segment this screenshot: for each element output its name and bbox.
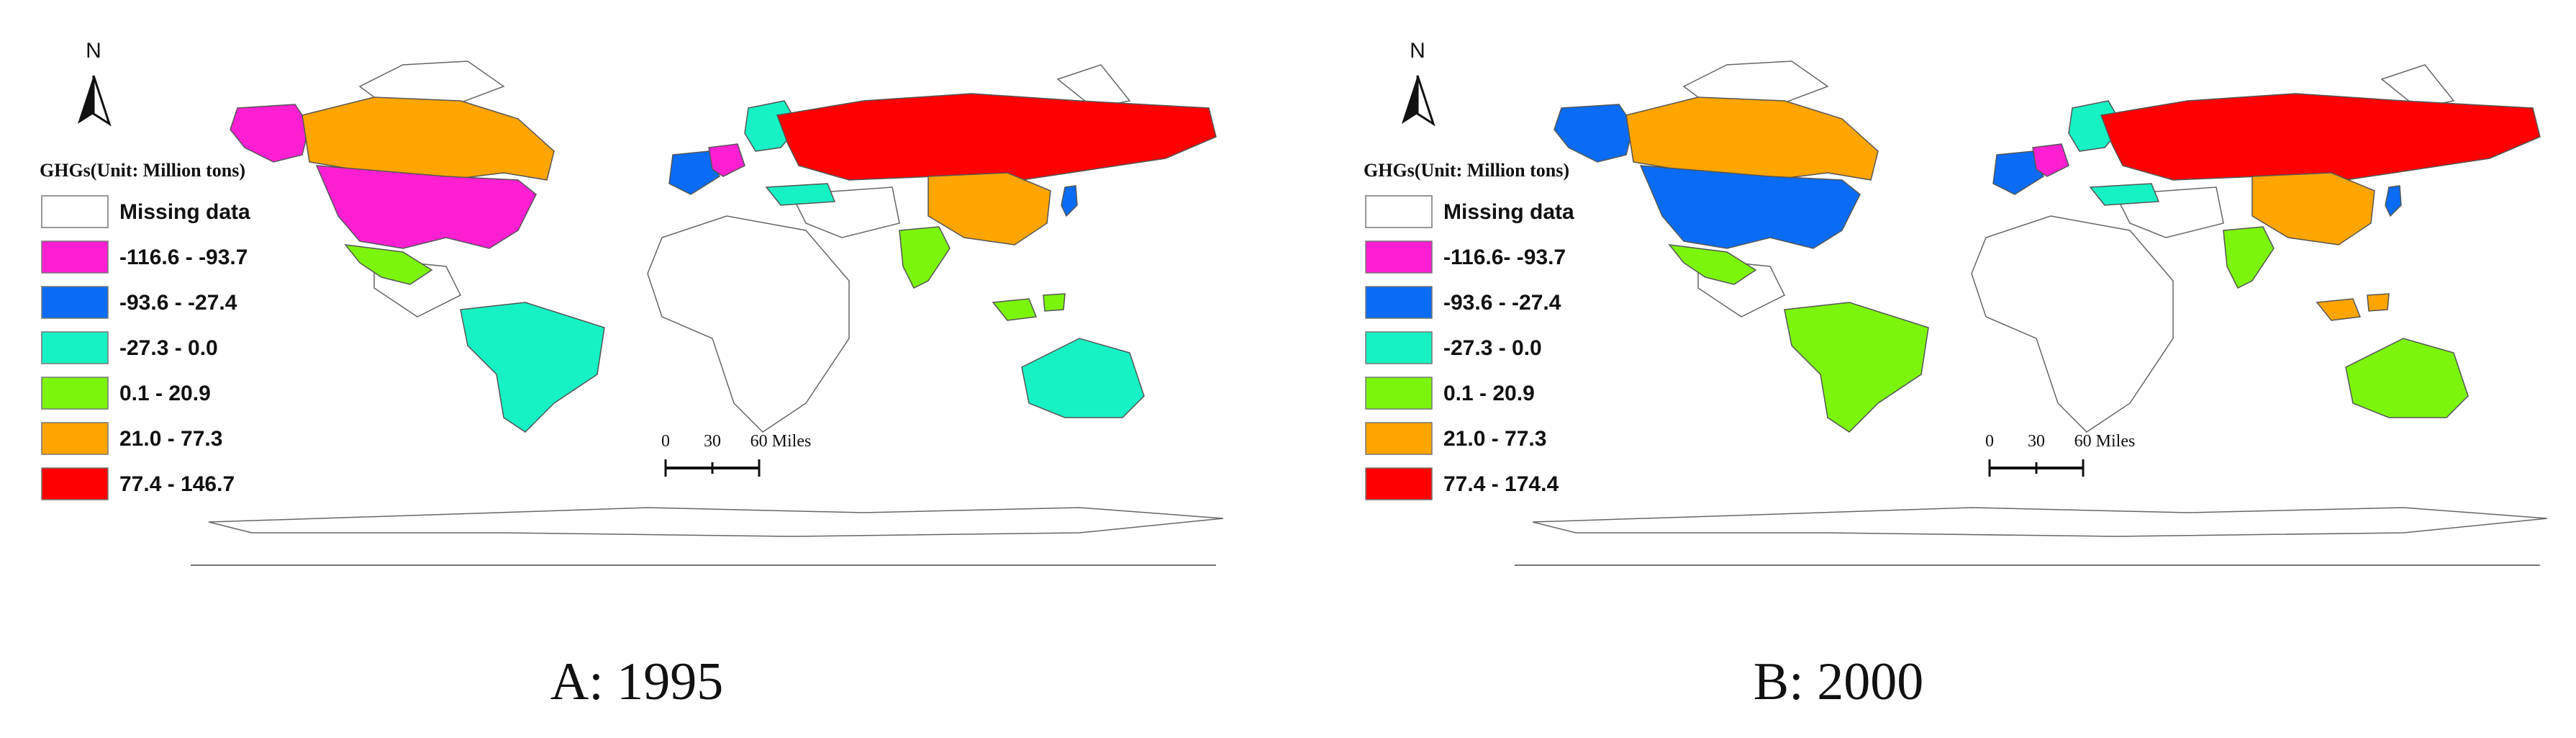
antarctica-shape: [208, 507, 1224, 537]
region-japan: [1061, 185, 1078, 217]
legend-label: -93.6 - -27.4: [119, 291, 237, 315]
legend-label: 77.4 - 174.4: [1443, 472, 1559, 496]
africa-shape: [1971, 215, 2174, 433]
region-alaska: [1554, 104, 1634, 163]
region-brazil: [1784, 302, 1929, 433]
region-usa: [1639, 165, 1861, 249]
greenland-like-shape: [2380, 64, 2455, 109]
map-panel-b: N GHGs(U: [1324, 0, 2576, 738]
region-indonesia: [2316, 293, 2390, 321]
region-germany: [708, 143, 745, 177]
region-russia: [776, 93, 1217, 181]
scale-tick-30: 30: [2028, 432, 2045, 451]
legend-label: 21.0 - 77.3: [1443, 427, 1546, 451]
region-china: [2251, 172, 2375, 246]
region-japan: [2385, 185, 2402, 217]
scale-bar: 0 30 60 Miles: [1985, 432, 2135, 477]
region-turkey: [765, 183, 836, 206]
region-brazil: [460, 302, 605, 433]
legend-items: Missing data -116.6- -93.7 -93.6 - -27.4 -2…: [1365, 195, 1574, 500]
map-panel-a: N: [40, 39, 1224, 711]
legend-label: 21.0 - 77.3: [119, 427, 222, 451]
africa-shape: [647, 215, 850, 433]
region-turkey: [2089, 183, 2160, 206]
legend-swatch: [1365, 240, 1433, 274]
legend-title: GHGs(Unit: Million tons): [1364, 160, 1569, 181]
region-europe-west: [1992, 150, 2044, 195]
region-mexico: [1668, 244, 1757, 285]
scale-bar: 0 30 60 Miles: [661, 432, 811, 477]
legend-swatch: [1365, 422, 1433, 455]
region-indonesia: [992, 293, 1066, 321]
legend-label: -27.3 - 0.0: [1443, 336, 1542, 360]
legend-label: Missing data: [1443, 200, 1574, 224]
legend-swatch: [41, 286, 109, 319]
legend-items: Missing data -116.6 - -93.7 -93.6 - -27.4 -…: [41, 195, 250, 500]
scale-tick-60: 60 Miles: [750, 432, 812, 451]
region-mexico: [344, 244, 433, 285]
legend-swatch: [41, 331, 109, 364]
scale-tick-30: 30: [704, 432, 721, 451]
north-arrow-icon: N: [1402, 39, 1436, 127]
legend: GHGs(Unit: Million tons) Missing data -11…: [1364, 160, 1574, 500]
region-australia: [2345, 338, 2469, 418]
land-base: [208, 60, 1224, 537]
region-usa: [315, 165, 537, 249]
legend-swatch: [41, 240, 109, 274]
legend-label: -116.6 - -93.7: [119, 246, 248, 269]
panel-caption-a: A: 1995: [550, 652, 724, 711]
region-india: [2223, 226, 2275, 289]
scale-tick-0: 0: [1985, 432, 1994, 451]
north-arrow-icon: N: [78, 39, 112, 127]
north-label: N: [86, 39, 101, 63]
legend-swatch: [1365, 195, 1433, 228]
legend-swatch: [41, 467, 109, 500]
legend-swatch: [1365, 331, 1433, 364]
panel-caption-b: B: 2000: [1753, 652, 1924, 711]
region-russia: [2100, 93, 2541, 181]
legend-swatch: [41, 422, 109, 455]
region-europe-west: [668, 150, 720, 195]
greenland-like-shape: [1056, 64, 1131, 109]
legend-swatch: [41, 377, 109, 410]
world-map-b: N GHGs(U: [1364, 39, 2548, 566]
antarctica-shape: [1532, 507, 2548, 537]
region-china: [928, 172, 1051, 246]
legend-label: Missing data: [119, 200, 250, 224]
legend-label: -93.6 - -27.4: [1443, 291, 1561, 315]
legend-label: -27.3 - 0.0: [119, 336, 218, 360]
region-germany: [2032, 143, 2069, 177]
legend-title: GHGs(Unit: Million tons): [40, 160, 245, 181]
region-australia: [1021, 338, 1145, 418]
world-map-a: N: [40, 39, 1224, 566]
north-label: N: [1410, 39, 1425, 63]
legend-swatch: [1365, 467, 1433, 500]
scale-tick-0: 0: [661, 432, 670, 451]
legend-label: 0.1 - 20.9: [1443, 382, 1535, 405]
scale-tick-60: 60 Miles: [2074, 432, 2136, 451]
legend-label: 77.4 - 146.7: [119, 472, 235, 496]
legend-swatch: [1365, 377, 1433, 410]
legend: GHGs(Unit: Million tons) Missing data -11…: [40, 160, 250, 500]
legend-label: 0.1 - 20.9: [119, 382, 211, 405]
legend-swatch: [41, 195, 109, 228]
region-alaska: [230, 104, 310, 163]
legend-label: -116.6- -93.7: [1443, 246, 1566, 269]
legend-swatch: [1365, 286, 1433, 319]
region-india: [899, 226, 951, 289]
